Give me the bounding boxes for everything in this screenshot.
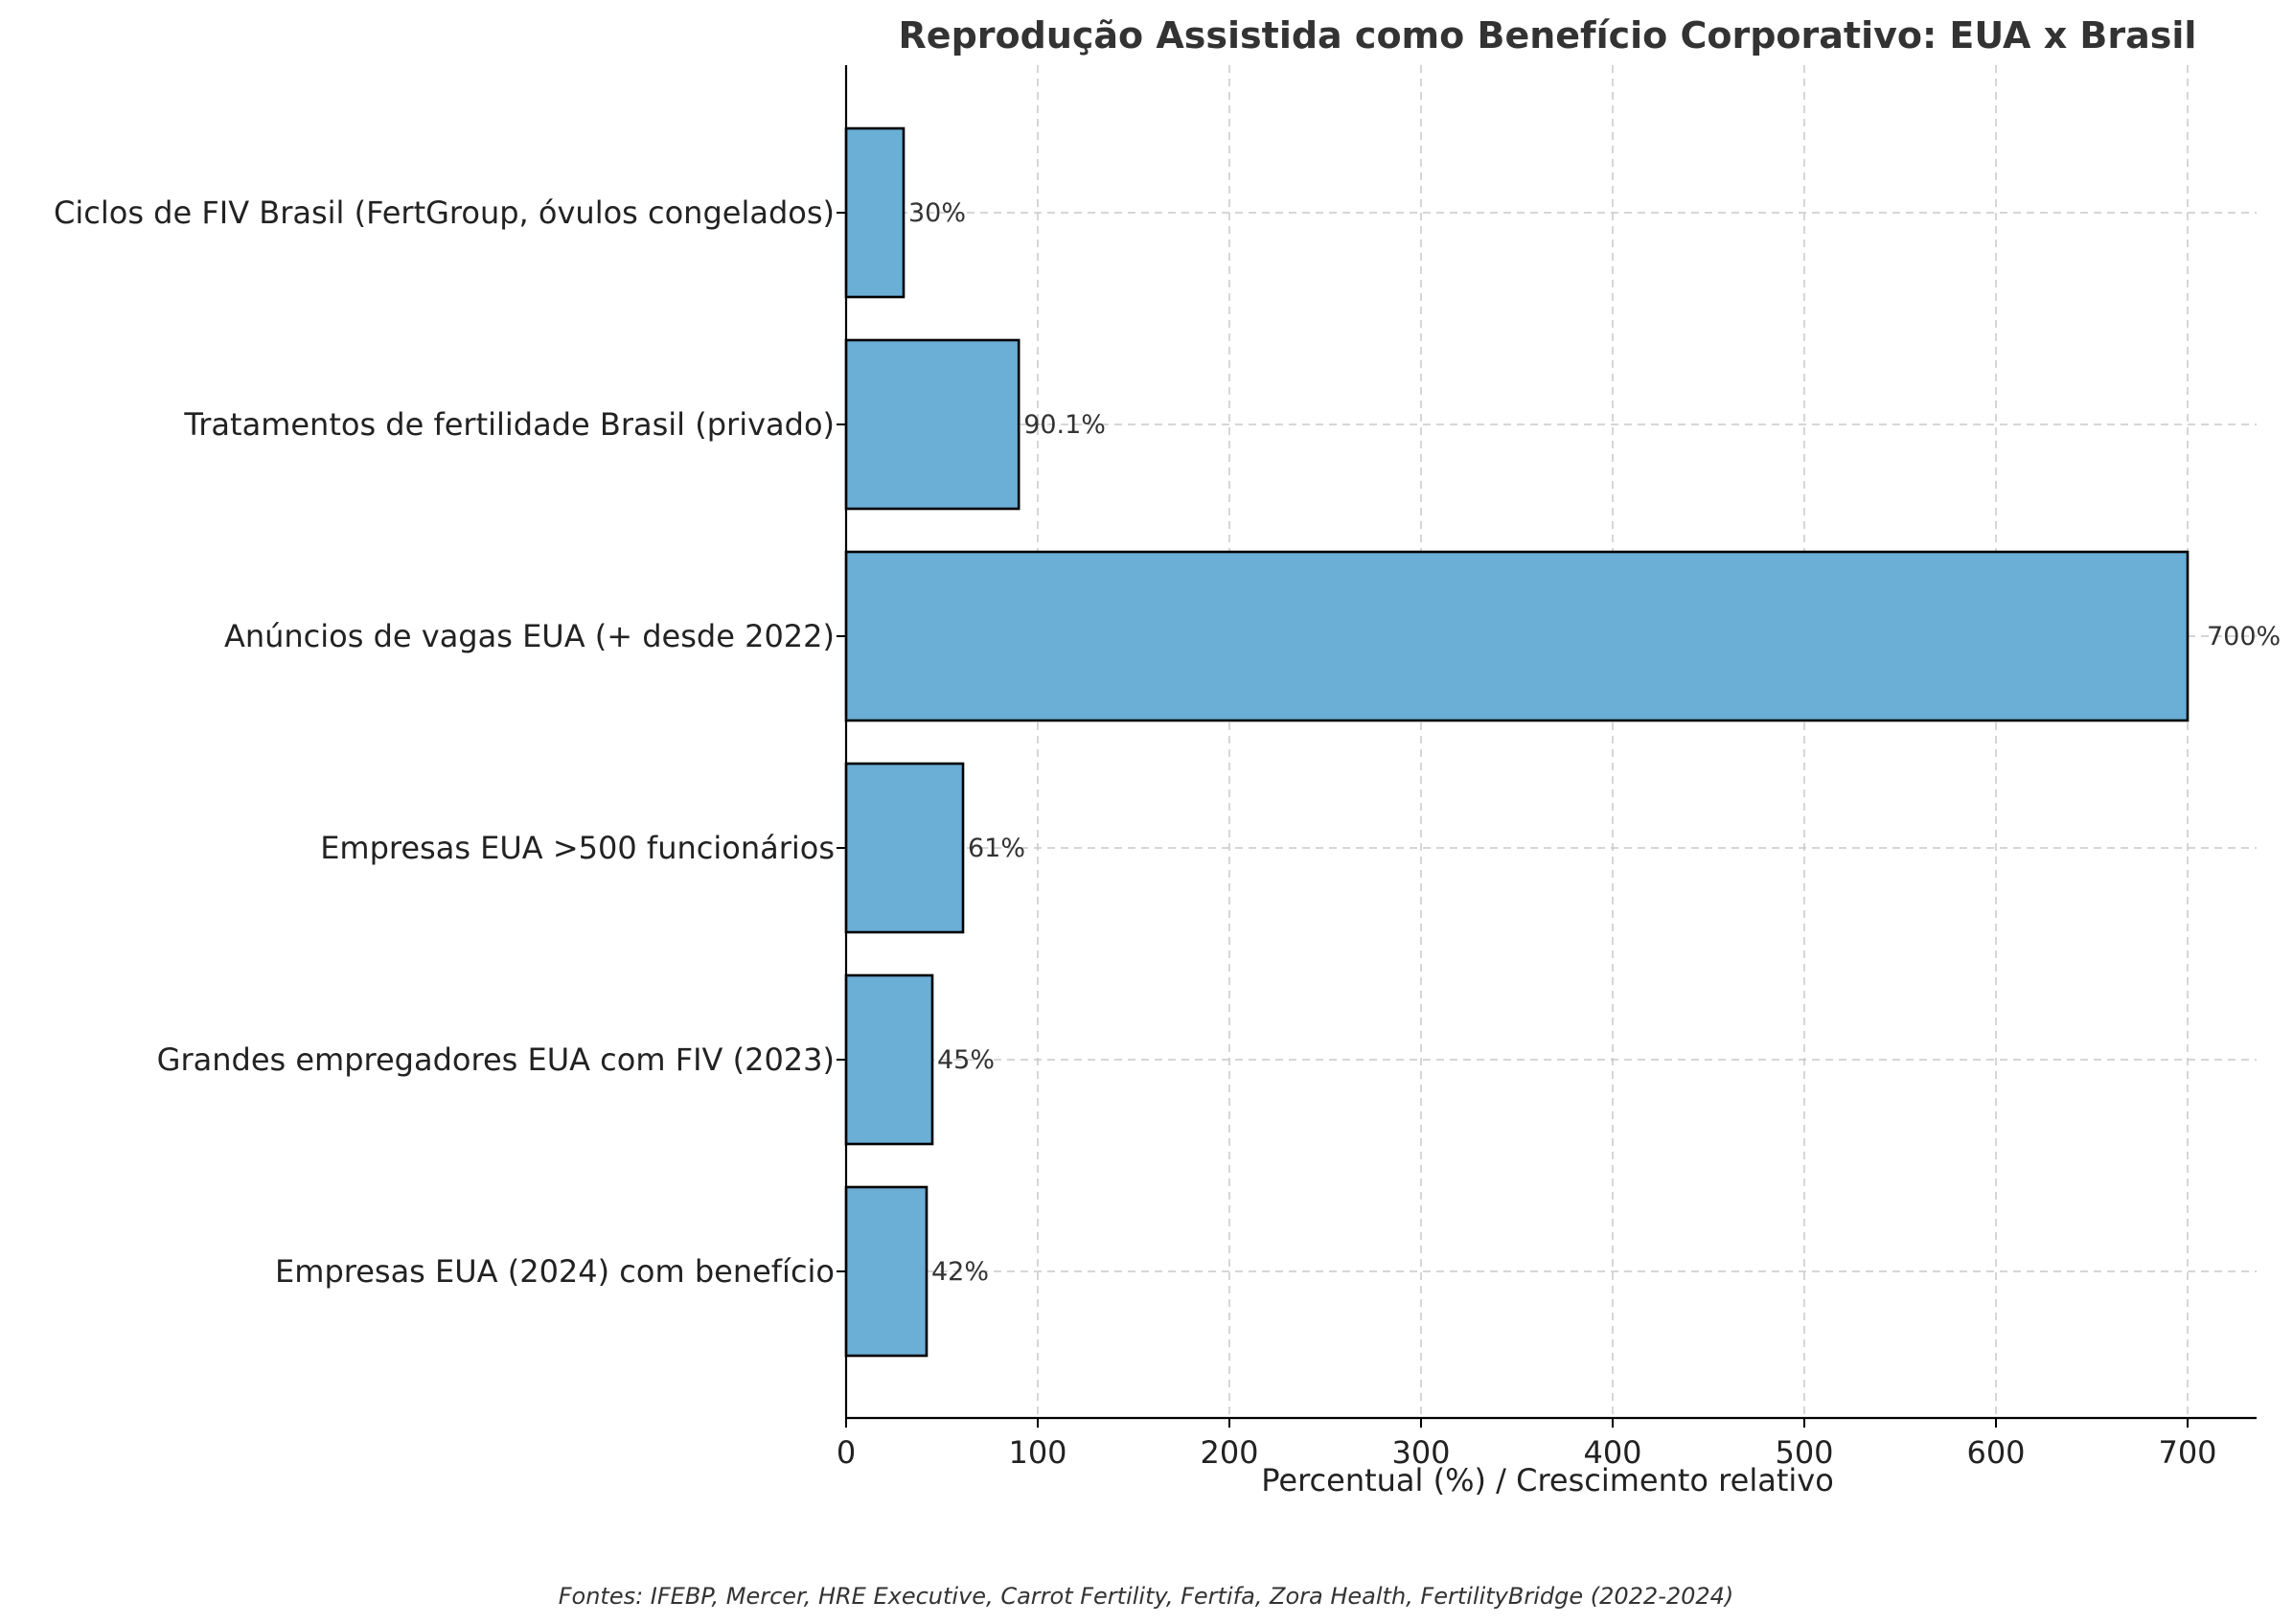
x-tick-label: 100 <box>1008 1434 1066 1471</box>
data-label: 30% <box>908 198 966 228</box>
chart-title: Reprodução Assistida como Benefício Corp… <box>899 14 2197 57</box>
x-tick-label: 600 <box>1966 1434 2025 1471</box>
data-label: 42% <box>931 1257 989 1287</box>
category-label: Empresas EUA >500 funcionários <box>320 830 835 866</box>
bar <box>844 973 934 1146</box>
x-tick-label: 200 <box>1200 1434 1258 1471</box>
data-label: 45% <box>937 1045 995 1075</box>
category-labels: Ciclos de FIV Brasil (FertGroup, óvulos … <box>54 194 835 1290</box>
x-tick-label: 0 <box>837 1434 856 1471</box>
bar <box>844 338 1020 511</box>
bar <box>844 550 2190 722</box>
bars <box>844 126 2190 1358</box>
category-label: Tratamentos de fertilidade Brasil (priva… <box>183 406 835 443</box>
bar <box>844 126 906 299</box>
x-tick-label: 300 <box>1391 1434 1450 1471</box>
x-tick-label: 500 <box>1775 1434 1833 1471</box>
source-note: Fontes: IFEBP, Mercer, HRE Executive, Ca… <box>559 1583 1734 1610</box>
category-label: Grandes empregadores EUA com FIV (2023) <box>157 1041 835 1078</box>
x-axis-label: Percentual (%) / Crescimento relativo <box>1261 1462 1834 1498</box>
category-label: Empresas EUA (2024) com benefício <box>275 1253 835 1290</box>
data-label: 90.1% <box>1023 410 1106 440</box>
data-label: 61% <box>968 834 1025 863</box>
grid <box>845 65 2257 1418</box>
category-label: Ciclos de FIV Brasil (FertGroup, óvulos … <box>54 194 835 231</box>
category-label: Anúncios de vagas EUA (+ desde 2022) <box>224 618 835 654</box>
x-ticks: 0 100 200 300 400 500 600 700 <box>837 212 2217 1471</box>
axes <box>844 65 2257 1420</box>
data-label: 700% <box>2207 622 2281 652</box>
bar <box>844 1185 929 1358</box>
x-tick-label: 400 <box>1583 1434 1641 1471</box>
x-tick-label: 700 <box>2158 1434 2216 1471</box>
data-labels: 30% 90.1% 700% 61% 45% 42% <box>908 198 2281 1287</box>
bar <box>844 762 965 934</box>
